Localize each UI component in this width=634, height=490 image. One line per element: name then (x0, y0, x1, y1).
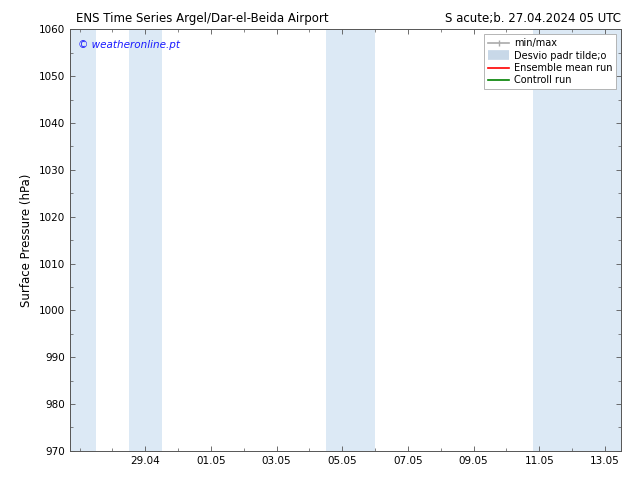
Bar (129, 29, 162, 451)
Legend: min/max, Desvio padr tilde;o, Ensemble mean run, Controll run: min/max, Desvio padr tilde;o, Ensemble m… (484, 34, 616, 89)
Bar (70, 29, 96, 451)
Text: © weatheronline.pt: © weatheronline.pt (78, 40, 180, 50)
Bar (533, 29, 621, 451)
Text: ENS Time Series Argel/Dar-el-Beida Airport: ENS Time Series Argel/Dar-el-Beida Airpo… (76, 12, 328, 25)
Text: S acute;b. 27.04.2024 05 UTC: S acute;b. 27.04.2024 05 UTC (445, 12, 621, 25)
Bar (326, 29, 375, 451)
Y-axis label: Surface Pressure (hPa): Surface Pressure (hPa) (20, 173, 33, 307)
